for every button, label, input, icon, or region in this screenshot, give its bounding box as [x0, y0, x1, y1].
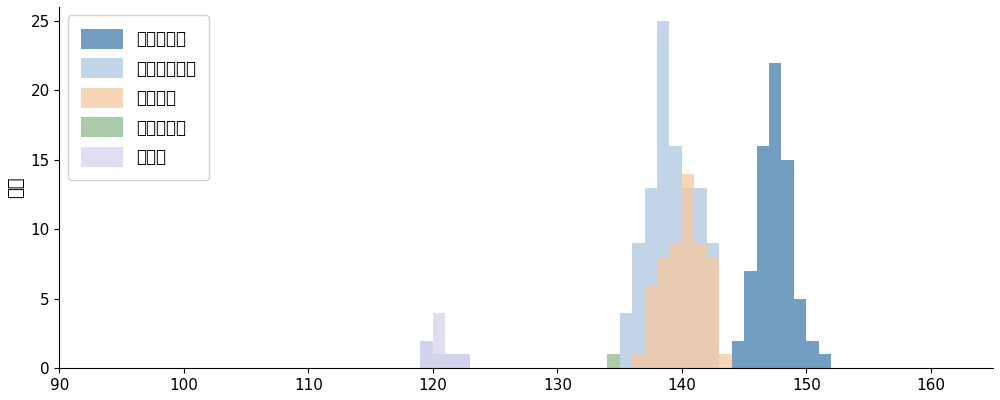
Bar [420, 340, 433, 368]
Bar [694, 188, 707, 368]
Legend: ストレート, カットボール, シンカー, スライダー, カーブ: ストレート, カットボール, シンカー, スライダー, カーブ [68, 15, 209, 180]
Bar [819, 354, 831, 368]
Bar [420, 340, 433, 368]
Bar [682, 174, 694, 368]
Bar [744, 271, 757, 368]
Bar [458, 354, 470, 368]
Bar [632, 243, 645, 368]
Bar [669, 146, 682, 368]
Bar [645, 285, 657, 368]
Bar [719, 354, 732, 368]
Bar [794, 299, 806, 368]
Bar [607, 354, 620, 368]
Bar [445, 354, 458, 368]
Bar [707, 243, 719, 368]
Bar [781, 160, 794, 368]
Bar [682, 188, 694, 368]
Bar [694, 243, 707, 368]
Bar [433, 354, 445, 368]
Bar [657, 257, 669, 368]
Bar [757, 146, 769, 368]
Bar [433, 313, 445, 368]
Bar [445, 354, 458, 368]
Bar [645, 188, 657, 368]
Bar [632, 354, 645, 368]
Bar [732, 340, 744, 368]
Y-axis label: 球数: 球数 [7, 177, 25, 198]
Bar [669, 243, 682, 368]
Bar [458, 354, 470, 368]
Bar [620, 313, 632, 368]
Bar [769, 62, 781, 368]
Bar [707, 257, 719, 368]
Bar [806, 340, 819, 368]
Bar [657, 21, 669, 368]
